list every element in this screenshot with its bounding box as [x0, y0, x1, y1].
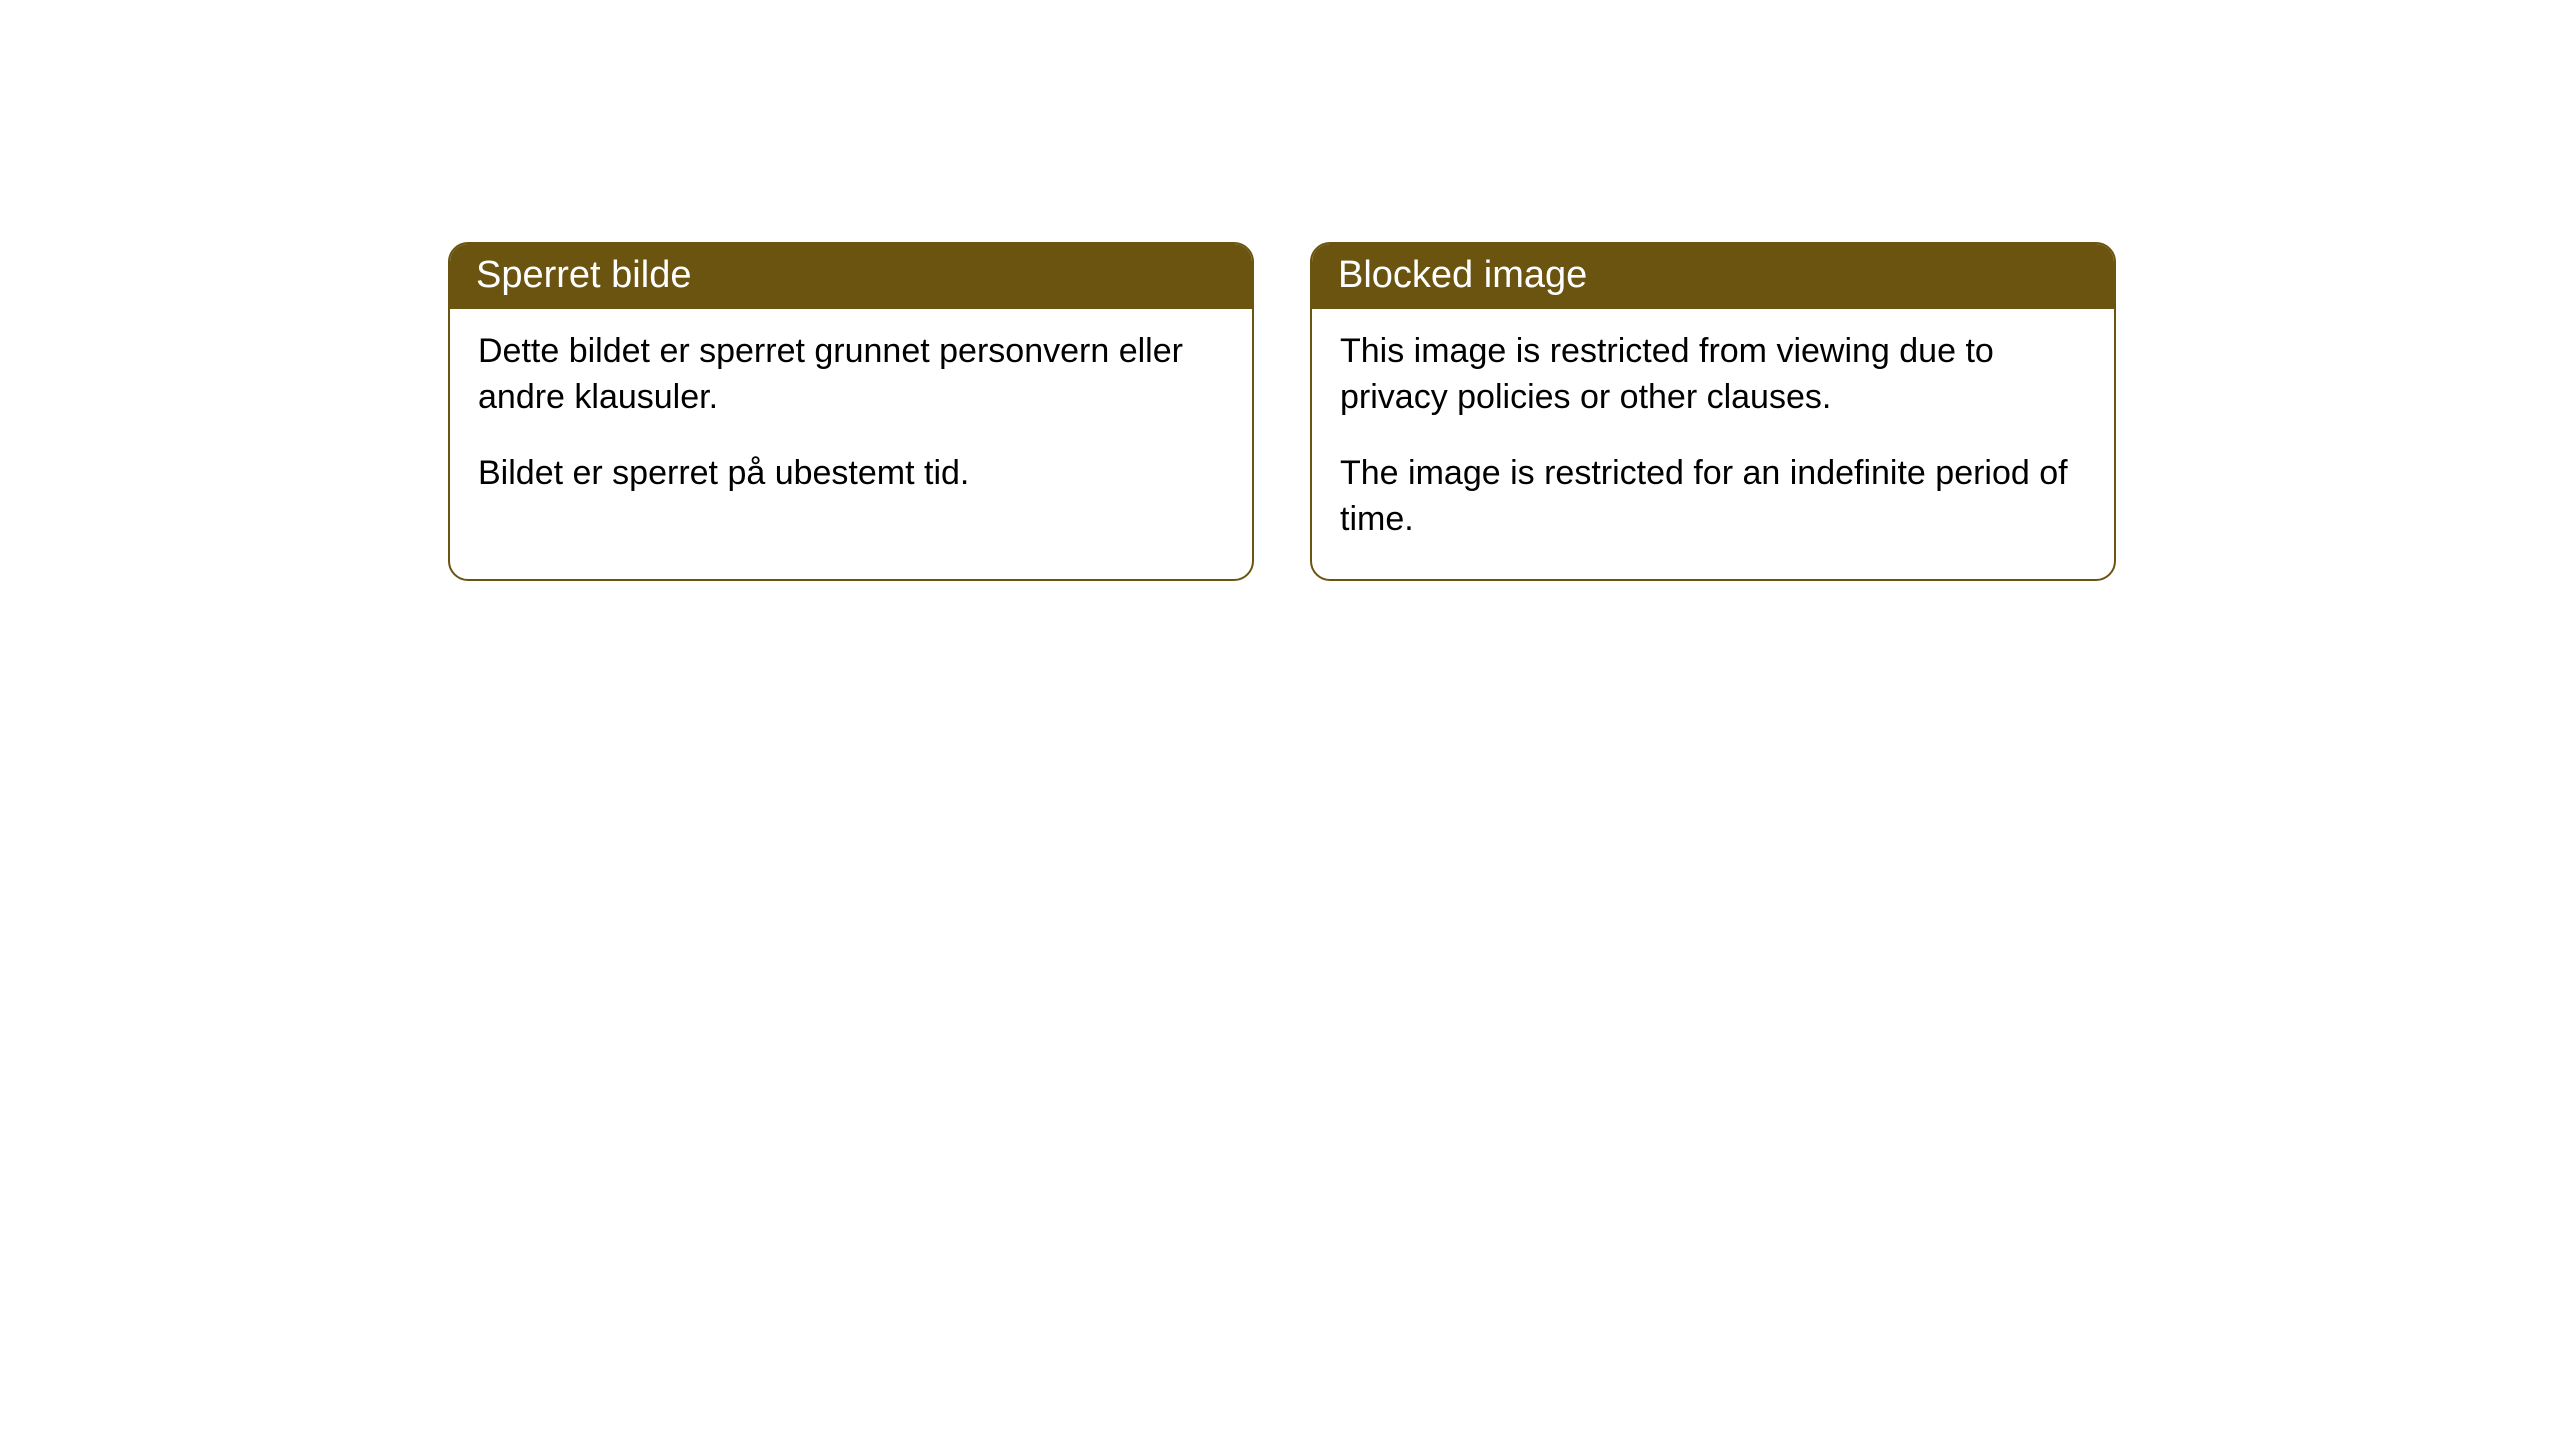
card-paragraph: The image is restricted for an indefinit… — [1340, 451, 2086, 543]
card-paragraph: Dette bildet er sperret grunnet personve… — [478, 329, 1224, 421]
card-paragraph: Bildet er sperret på ubestemt tid. — [478, 451, 1224, 497]
notice-card-english: Blocked image This image is restricted f… — [1310, 242, 2116, 581]
card-paragraph: This image is restricted from viewing du… — [1340, 329, 2086, 421]
notice-card-norwegian: Sperret bilde Dette bildet er sperret gr… — [448, 242, 1254, 581]
card-header-norwegian: Sperret bilde — [450, 244, 1252, 309]
card-body-norwegian: Dette bildet er sperret grunnet personve… — [450, 309, 1252, 533]
card-title: Blocked image — [1338, 254, 1587, 296]
notice-cards-container: Sperret bilde Dette bildet er sperret gr… — [448, 242, 2560, 581]
card-header-english: Blocked image — [1312, 244, 2114, 309]
card-body-english: This image is restricted from viewing du… — [1312, 309, 2114, 579]
card-title: Sperret bilde — [476, 254, 691, 296]
